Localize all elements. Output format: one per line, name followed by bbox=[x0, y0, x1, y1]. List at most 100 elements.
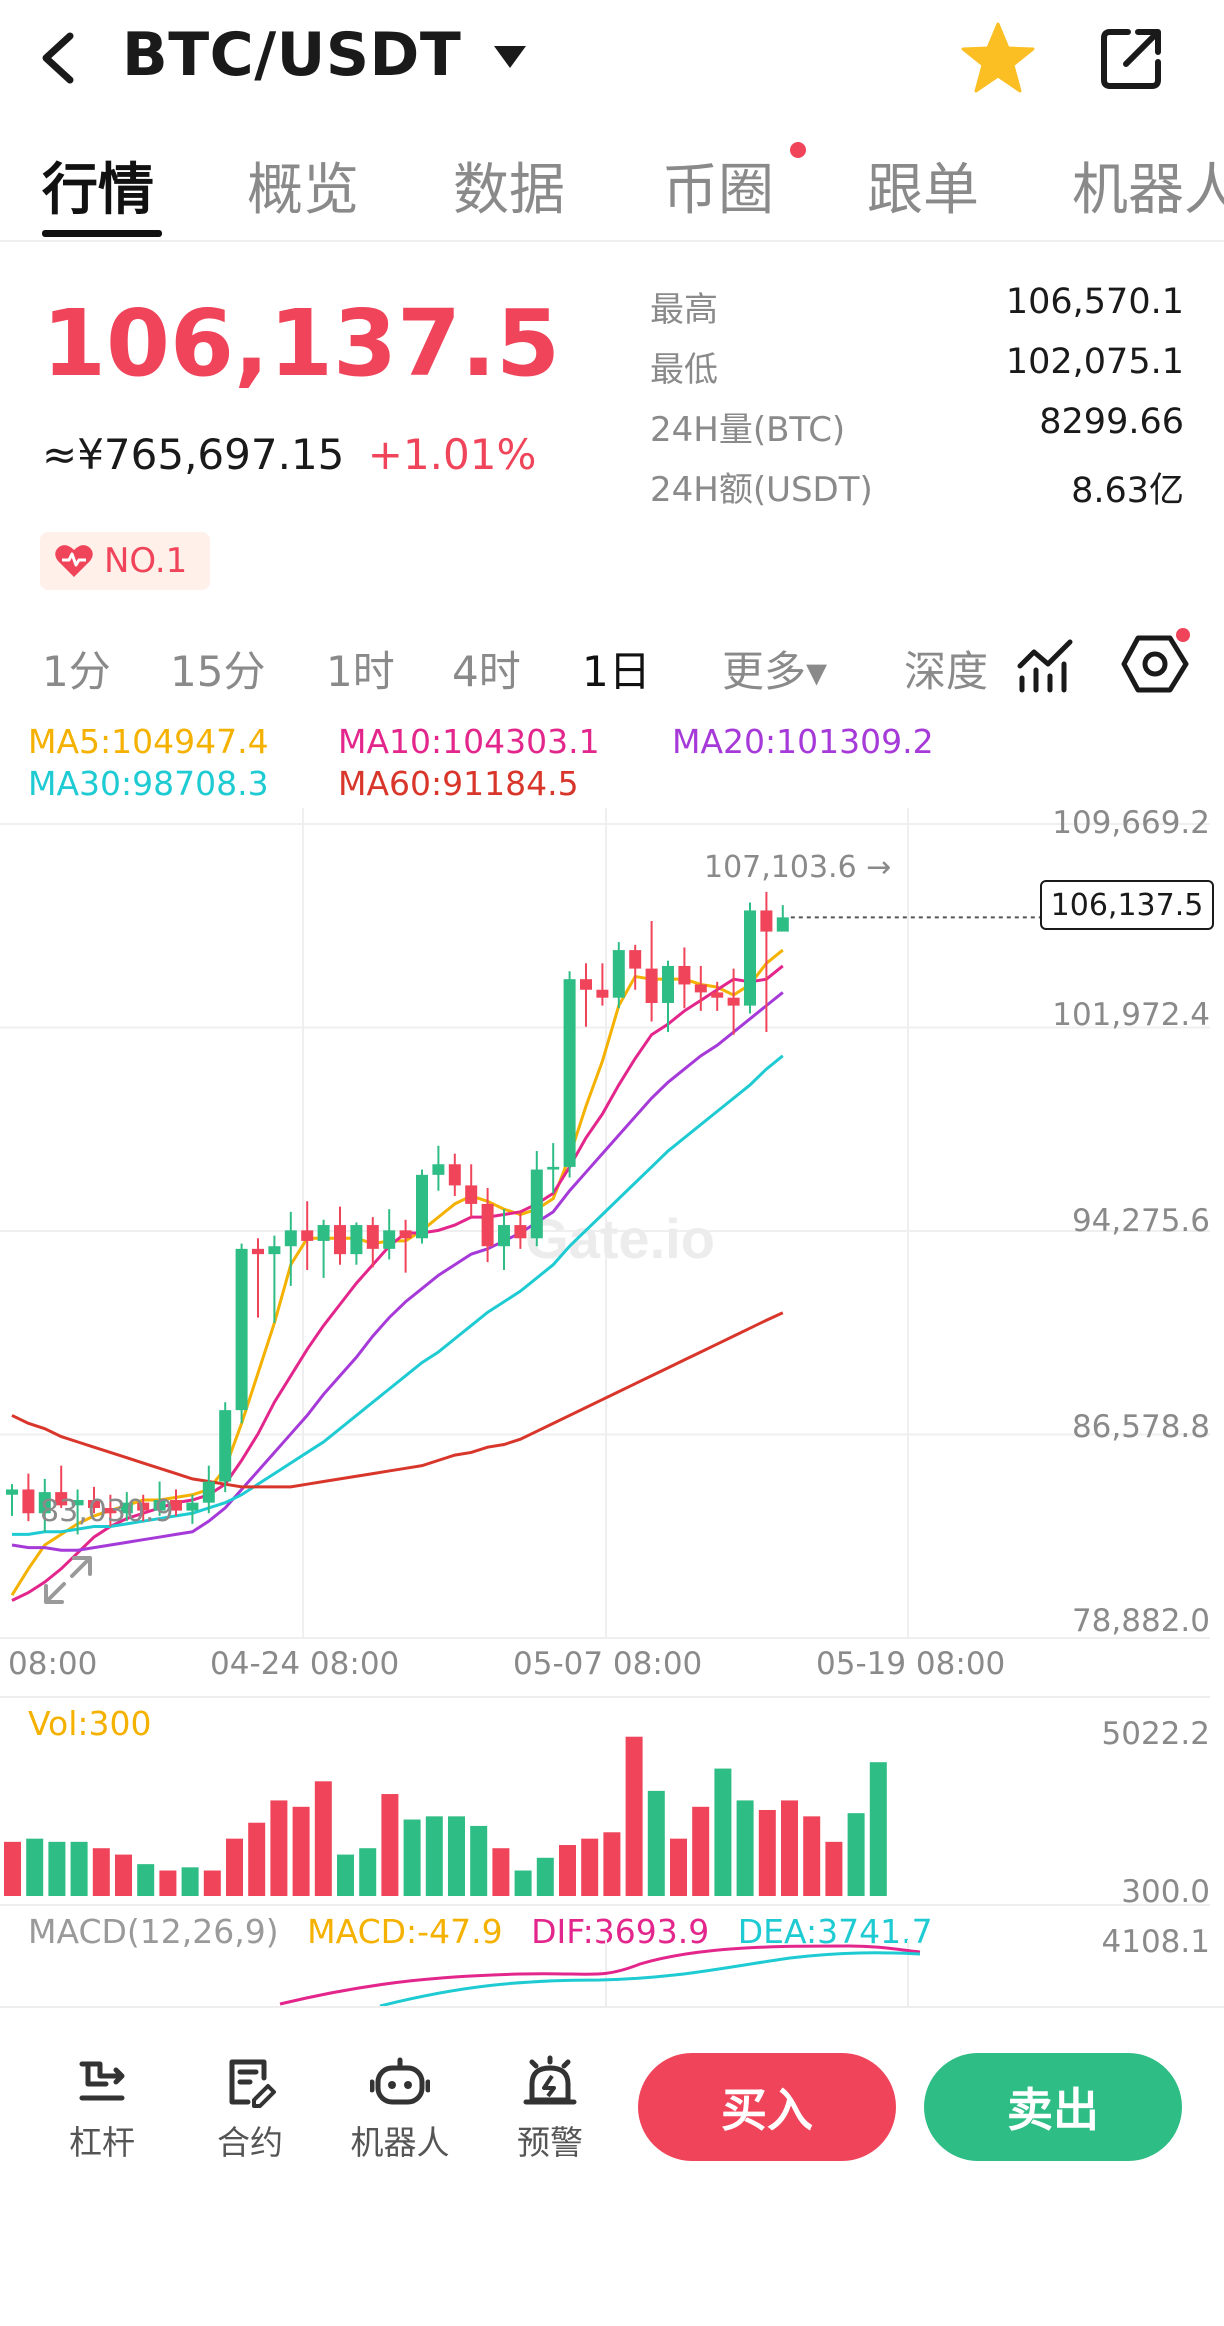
timeframe-15m[interactable]: 15分 bbox=[170, 647, 266, 696]
candle-body bbox=[645, 968, 658, 1003]
volume-bar bbox=[847, 1813, 865, 1896]
tab-active-underline bbox=[42, 230, 162, 237]
tab-overview[interactable]: 概览 bbox=[247, 158, 359, 223]
tab-bots[interactable]: 机器人 bbox=[1072, 158, 1224, 223]
price-change: +1.01% bbox=[367, 430, 537, 479]
leverage-icon bbox=[79, 2061, 125, 2101]
y-tick-3: 86,578.8 bbox=[1071, 1409, 1210, 1445]
low-marker: 83,030.9 bbox=[40, 1494, 174, 1529]
candle-body bbox=[596, 989, 609, 998]
ma10-label: MA10:104303.1 bbox=[338, 722, 600, 761]
volume-bar bbox=[781, 1800, 798, 1896]
heart-icon bbox=[55, 545, 93, 577]
volume-bar bbox=[647, 1790, 665, 1896]
candle-body bbox=[612, 950, 625, 998]
candle-body bbox=[350, 1225, 363, 1255]
candle-body bbox=[383, 1230, 396, 1249]
tab-copy-trading[interactable]: 跟单 bbox=[867, 158, 979, 223]
volume-bar bbox=[559, 1845, 576, 1896]
macd-value: MACD:-47.9 bbox=[307, 1912, 503, 1951]
macd-label: MACD(12,26,9) bbox=[28, 1912, 279, 1951]
bottom-robot[interactable]: 机器人 bbox=[330, 2050, 470, 2170]
volume-bar bbox=[869, 1762, 887, 1896]
sell-button[interactable]: 卖出 bbox=[924, 2053, 1182, 2161]
chart-watermark: Gate.io bbox=[525, 1207, 715, 1270]
timeframe-depth[interactable]: 深度 bbox=[904, 647, 989, 696]
settings-notification-dot bbox=[1176, 628, 1190, 642]
volume-bar bbox=[4, 1841, 21, 1896]
timeframe-4h[interactable]: 4时 bbox=[452, 647, 521, 696]
volume-bar bbox=[70, 1841, 88, 1896]
bottom-alert[interactable]: 预警 bbox=[480, 2050, 620, 2170]
x-tick-0: 08:00 bbox=[8, 1646, 98, 1682]
timeframe-more[interactable]: 更多▾ bbox=[722, 647, 828, 696]
bottom-leverage[interactable]: 杠杆 bbox=[32, 2050, 172, 2170]
tab-data[interactable]: 数据 bbox=[453, 158, 565, 223]
high-marker: 107,103.6 → bbox=[704, 850, 892, 885]
volume-bar bbox=[625, 1736, 643, 1896]
price-subline: ≈¥765,697.15 +1.01% bbox=[42, 430, 536, 479]
volume-bar bbox=[670, 1838, 687, 1896]
candle-body bbox=[137, 1502, 150, 1511]
candle-body bbox=[317, 1225, 330, 1241]
share-icon bbox=[1101, 29, 1161, 89]
volume-bar bbox=[536, 1857, 554, 1896]
candle-body bbox=[580, 979, 592, 990]
dea-line bbox=[379, 1951, 921, 2006]
alarm-icon bbox=[523, 2055, 577, 2105]
candle-body bbox=[416, 1174, 428, 1239]
current-price-tag: 106,137.5 bbox=[1040, 880, 1214, 930]
candle-body bbox=[563, 979, 576, 1167]
x-tick-3: 05-19 08:00 bbox=[816, 1646, 1006, 1682]
ma60-label: MA60:91184.5 bbox=[338, 764, 579, 803]
notification-dot bbox=[790, 142, 806, 158]
bottom-contract[interactable]: 合约 bbox=[180, 2050, 320, 2170]
ma-line-ma30 bbox=[12, 1054, 784, 1536]
share-button[interactable] bbox=[1096, 22, 1168, 94]
candle-body bbox=[760, 910, 773, 932]
rank-badge-label: NO.1 bbox=[104, 541, 188, 581]
cny-price: ≈¥765,697.15 bbox=[42, 430, 345, 479]
stat-high-value: 106,570.1 bbox=[1005, 282, 1184, 322]
pair-title[interactable]: BTC/USDT bbox=[122, 20, 462, 90]
volume-bar bbox=[159, 1870, 177, 1896]
candle-body bbox=[662, 965, 674, 1003]
favorite-button[interactable] bbox=[960, 20, 1036, 96]
y-tick-2: 94,275.6 bbox=[1071, 1203, 1210, 1239]
candle-body bbox=[366, 1225, 379, 1249]
y-tick-1: 101,972.4 bbox=[1052, 997, 1210, 1033]
buy-button[interactable]: 买入 bbox=[638, 2053, 896, 2161]
stat-low-label: 最低 bbox=[650, 350, 718, 390]
timeframe-1h[interactable]: 1时 bbox=[326, 647, 395, 696]
candle-body bbox=[186, 1502, 199, 1511]
volume-bar bbox=[115, 1854, 132, 1896]
tab-community[interactable]: 币圈 bbox=[662, 158, 774, 223]
volume-bar bbox=[314, 1781, 332, 1896]
candle-body bbox=[268, 1246, 281, 1255]
pair-dropdown[interactable] bbox=[490, 40, 530, 72]
ma5-label: MA5:104947.4 bbox=[28, 722, 269, 761]
tab-market[interactable]: 行情 bbox=[42, 158, 154, 223]
candle-body bbox=[694, 984, 707, 993]
candlestick-chart[interactable]: Gate.io bbox=[0, 808, 1224, 1808]
candle-body bbox=[38, 1492, 51, 1514]
volume-bar bbox=[292, 1806, 310, 1896]
candle-body bbox=[334, 1225, 346, 1255]
stat-high-label: 最高 bbox=[650, 290, 718, 330]
chart-bottom-divider bbox=[0, 2006, 1224, 2008]
chart-settings-button[interactable] bbox=[1120, 632, 1190, 696]
indicator-button[interactable] bbox=[1014, 636, 1076, 694]
back-button[interactable] bbox=[28, 22, 88, 94]
candle-body bbox=[170, 1500, 182, 1511]
timeframe-1d[interactable]: 1日 bbox=[582, 647, 651, 696]
candle-body bbox=[629, 950, 642, 969]
candle-body bbox=[465, 1185, 478, 1204]
candle-body bbox=[448, 1164, 461, 1186]
timeframe-1m[interactable]: 1分 bbox=[42, 647, 111, 696]
volume-bar bbox=[514, 1870, 532, 1896]
ma-line-ma20 bbox=[11, 991, 784, 1552]
rank-badge[interactable]: NO.1 bbox=[40, 532, 210, 590]
fullscreen-button[interactable] bbox=[40, 1552, 96, 1608]
robot-icon bbox=[370, 2057, 430, 2105]
ma30-label: MA30:98708.3 bbox=[28, 764, 269, 803]
